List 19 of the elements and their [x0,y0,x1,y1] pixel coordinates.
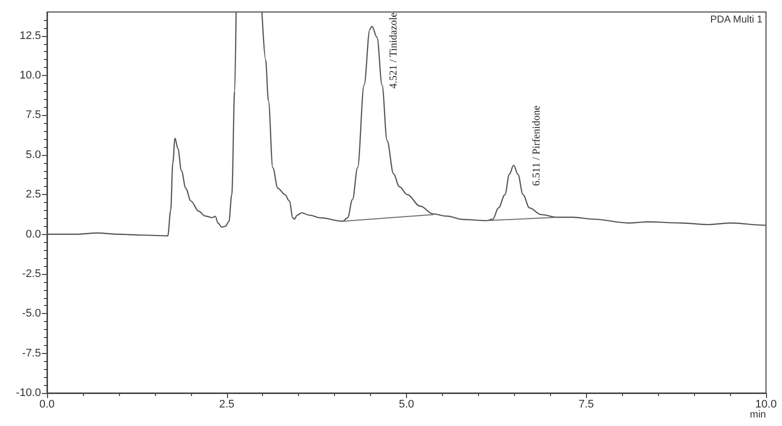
x-tick-label: 2.5 [219,398,234,410]
y-tick-label: 12.5 [20,30,41,42]
y-tick-label: 5.0 [26,148,41,161]
x-tick-label: 10.0 [755,398,777,410]
x-axis-title: min [750,410,766,420]
y-tick-label: -2.5 [22,268,41,280]
annotation: 6.511 / Pirfenidone [532,105,543,186]
x-tick-label: 5.0 [398,398,414,410]
y-tick-label: -10.0 [16,387,41,399]
y-tick-label: 2.5 [26,188,41,201]
y-tick-label: 10.0 [20,70,41,82]
x-tick-label: 7.5 [578,398,594,410]
annotation: PDA Multi 1 [710,14,763,26]
y-tick-label: 0.0 [26,228,41,240]
y-tick-label: 7.5 [26,109,41,122]
annotation: 4.521 / Tinidazole [388,12,400,89]
y-tick-label: -7.5 [22,347,41,360]
x-tick-label: 0.0 [39,398,55,410]
y-tick-label: -5.0 [22,308,41,320]
